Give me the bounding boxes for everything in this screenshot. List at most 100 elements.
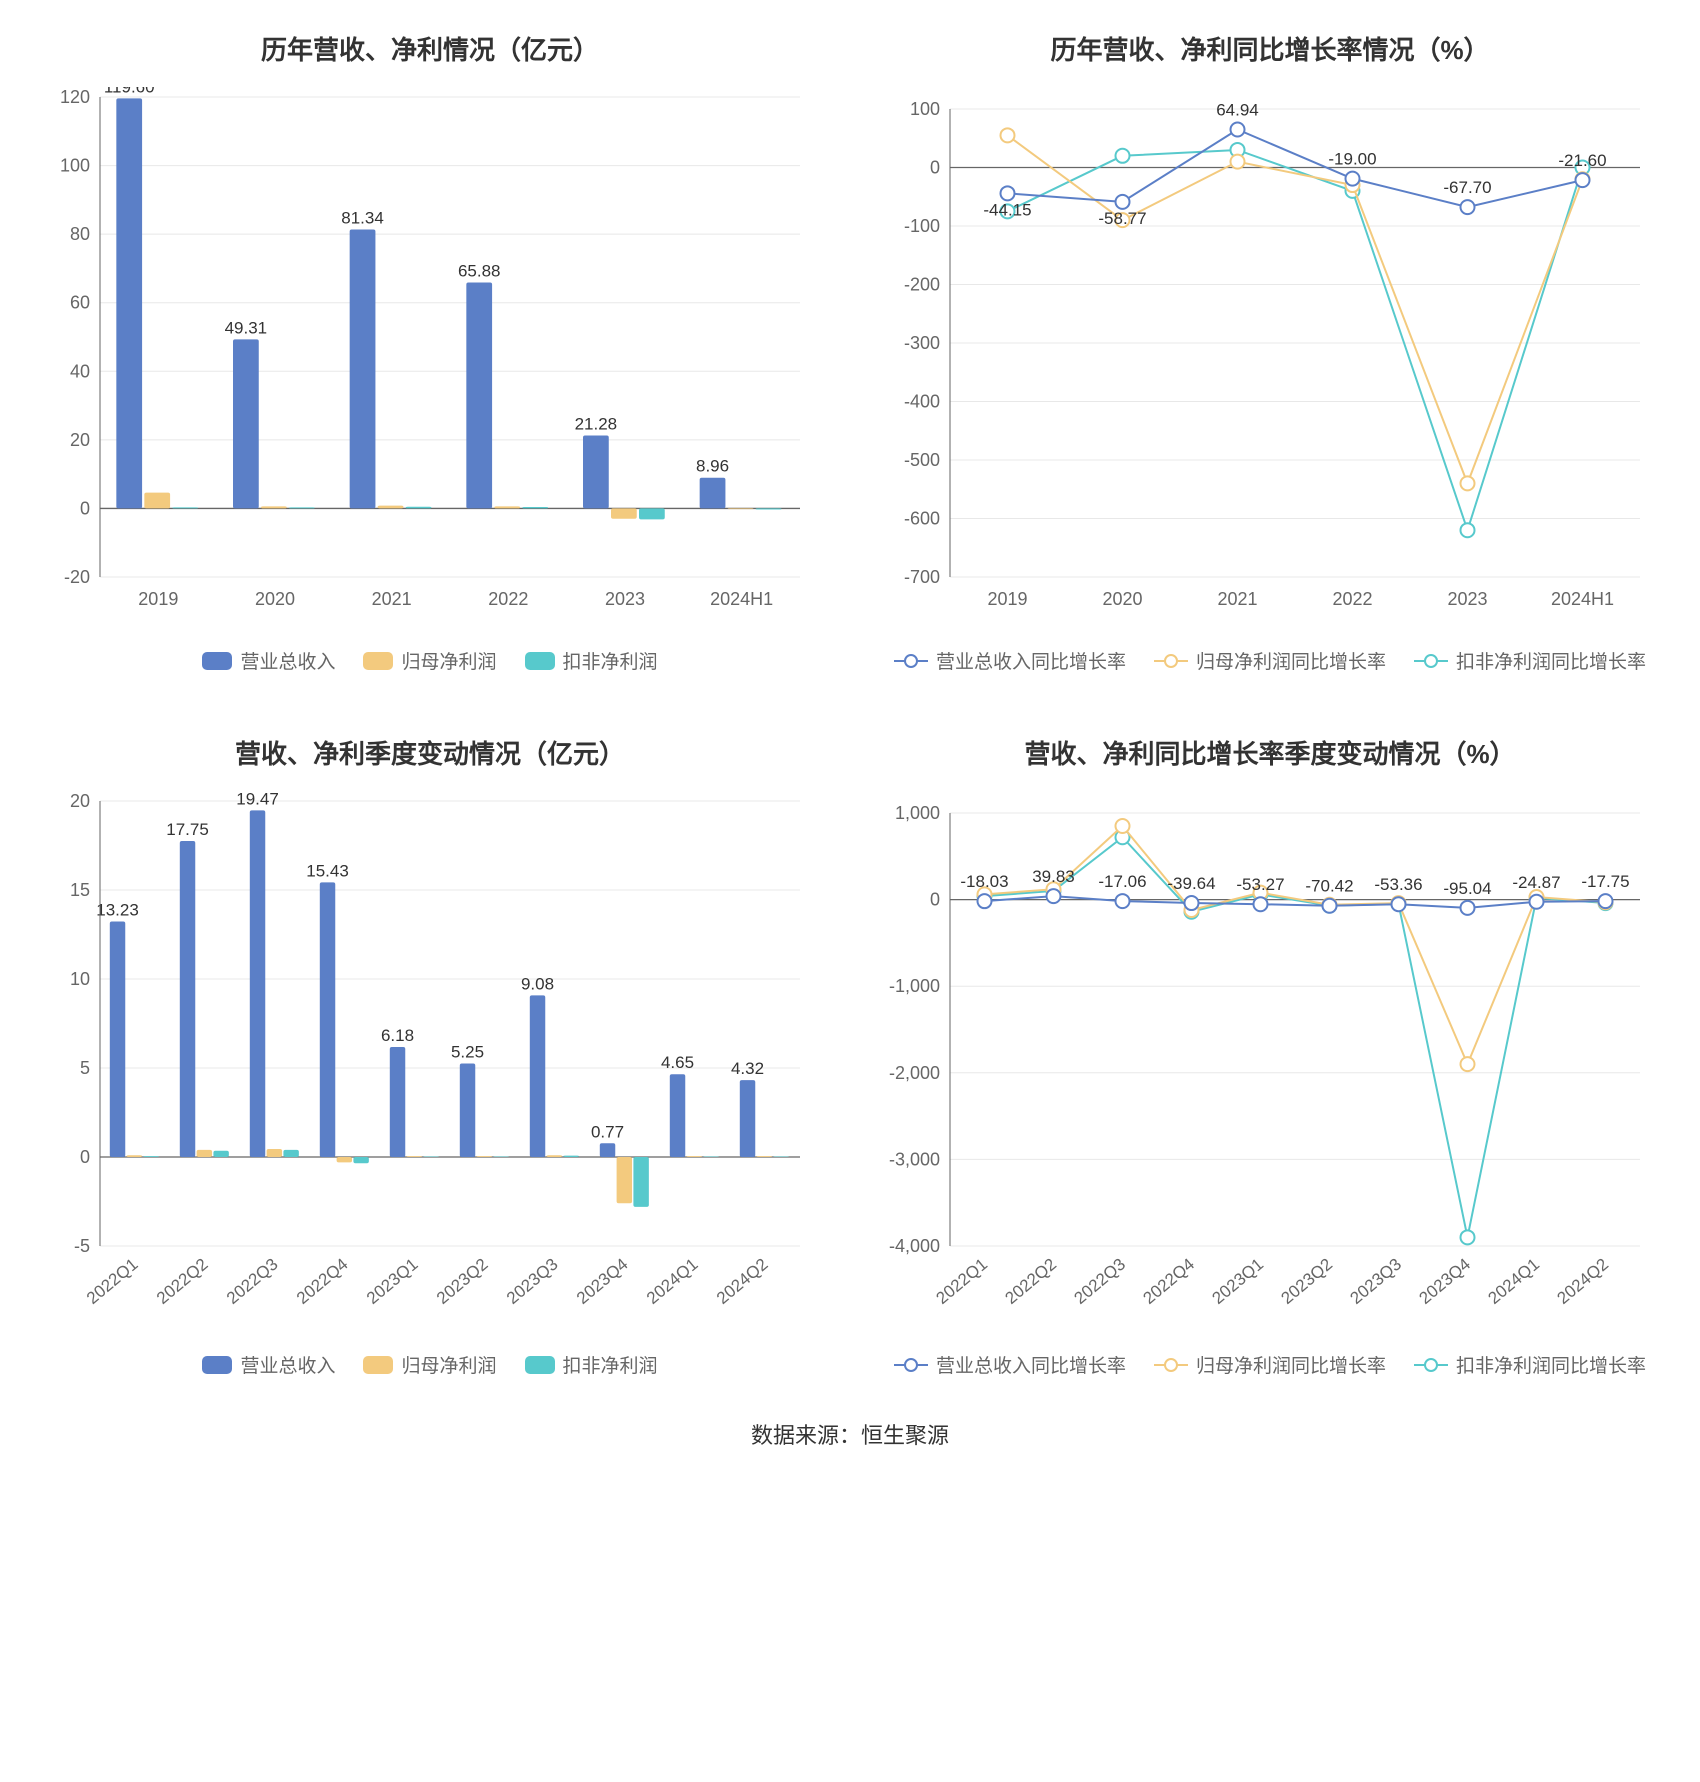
svg-text:2024Q1: 2024Q1 [643, 1255, 702, 1308]
chart4-plot: -4,000-3,000-2,000-1,00001,000-18.0339.8… [870, 791, 1670, 1336]
svg-text:-5: -5 [74, 1236, 90, 1256]
chart3-plot: -50510152013.232022Q117.752022Q219.47202… [30, 791, 830, 1336]
chart1-legend: 营业总收入归母净利润扣非净利润 [30, 647, 830, 674]
legend-label: 归母净利润同比增长率 [1196, 1351, 1386, 1378]
svg-text:2022Q1: 2022Q1 [83, 1255, 142, 1308]
panel-quarterly-growth: 营收、净利同比增长率季度变动情况（%） -4,000 -3,000 -2,000 -1… [870, 734, 1670, 1378]
svg-text:-100: -100 [904, 216, 940, 236]
svg-text:-21.60: -21.60 [1558, 151, 1606, 170]
legend-label: 扣非净利润同比增长率 [1456, 647, 1646, 674]
svg-text:2023Q3: 2023Q3 [1347, 1255, 1406, 1308]
svg-text:6.18: 6.18 [381, 1026, 414, 1045]
legend-swatch [1154, 1358, 1188, 1372]
svg-text:40: 40 [70, 361, 90, 381]
svg-text:39.83: 39.83 [1032, 867, 1075, 886]
svg-text:-53.27: -53.27 [1236, 875, 1284, 894]
legend-label: 扣非净利润同比增长率 [1456, 1351, 1646, 1378]
svg-text:-200: -200 [904, 275, 940, 295]
chart2-legend: 营业总收入同比增长率归母净利润同比增长率扣非净利润同比增长率 [870, 647, 1670, 674]
legend-label: 营业总收入 [240, 1351, 335, 1378]
chart2-title: 历年营收、净利同比增长率情况（%） [870, 30, 1670, 67]
svg-text:2024Q1: 2024Q1 [1485, 1255, 1544, 1308]
panel-annual-revenue-profit: 历年营收、净利情况（亿元） -20020406080100120119.6020… [30, 30, 830, 674]
svg-text:-400: -400 [904, 392, 940, 412]
svg-text:-3,000: -3,000 [889, 1149, 940, 1169]
legend-item: 营业总收入同比增长率 [894, 1351, 1126, 1378]
svg-text:4.32: 4.32 [731, 1059, 764, 1078]
svg-text:17.75: 17.75 [166, 820, 209, 839]
svg-text:2024Q2: 2024Q2 [713, 1255, 772, 1308]
legend-label: 归母净利润 [401, 647, 496, 674]
legend-swatch [894, 1358, 928, 1372]
svg-text:5: 5 [80, 1058, 90, 1078]
svg-text:2023Q2: 2023Q2 [433, 1255, 492, 1308]
svg-text:100: 100 [910, 99, 940, 119]
svg-text:-53.36: -53.36 [1374, 875, 1422, 894]
legend-swatch [202, 1356, 232, 1374]
chart3-title: 营收、净利季度变动情况（亿元） [30, 734, 830, 771]
panel-quarterly-revenue-profit: 营收、净利季度变动情况（亿元） -50510152013.232022Q117.… [30, 734, 830, 1378]
chart4-title: 营收、净利同比增长率季度变动情况（%） [870, 734, 1670, 771]
svg-text:-600: -600 [904, 509, 940, 529]
chart4-legend: 营业总收入同比增长率 归母净利润同比增长率 扣非净利润同比增长率 [870, 1351, 1670, 1378]
svg-text:-17.75: -17.75 [1581, 872, 1629, 891]
svg-text:-70.42: -70.42 [1305, 877, 1353, 896]
legend-item: 扣非净利润同比增长率 [1414, 647, 1646, 674]
svg-text:2023Q2: 2023Q2 [1278, 1255, 1337, 1308]
svg-text:13.23: 13.23 [96, 901, 139, 920]
svg-text:80: 80 [70, 224, 90, 244]
svg-text:-67.70: -67.70 [1443, 178, 1491, 197]
svg-text:2019: 2019 [138, 589, 178, 609]
legend-item: 营业总收入 [202, 1351, 335, 1378]
data-source-text: 数据来源：恒生聚源 [30, 1418, 1670, 1450]
svg-text:2023: 2023 [605, 589, 645, 609]
svg-text:2023Q4: 2023Q4 [573, 1255, 632, 1308]
svg-text:60: 60 [70, 293, 90, 313]
legend-label: 营业总收入同比增长率 [936, 1351, 1126, 1378]
svg-text:-39.64: -39.64 [1167, 874, 1215, 893]
svg-text:0: 0 [80, 1147, 90, 1167]
svg-text:0: 0 [930, 890, 940, 910]
legend-label: 营业总收入 [240, 647, 335, 674]
svg-text:-17.06: -17.06 [1098, 872, 1146, 891]
svg-text:-24.87: -24.87 [1512, 873, 1560, 892]
legend-label: 归母净利润 [401, 1351, 496, 1378]
chart1-title: 历年营收、净利情况（亿元） [30, 30, 830, 67]
svg-text:65.88: 65.88 [458, 262, 501, 281]
legend-swatch [363, 1356, 393, 1374]
chart-grid: 历年营收、净利情况（亿元） -20020406080100120119.6020… [30, 30, 1670, 1378]
legend-swatch [894, 654, 928, 668]
svg-text:10: 10 [70, 969, 90, 989]
svg-text:20: 20 [70, 430, 90, 450]
legend-label: 扣非净利润 [563, 1351, 658, 1378]
chart3-legend: 营业总收入 归母净利润 扣非净利润 [30, 1351, 830, 1378]
svg-text:-18.03: -18.03 [960, 872, 1008, 891]
svg-text:15: 15 [70, 880, 90, 900]
legend-swatch [525, 1356, 555, 1374]
svg-text:100: 100 [60, 156, 90, 176]
svg-text:-44.15: -44.15 [983, 200, 1031, 219]
svg-text:-2,000: -2,000 [889, 1063, 940, 1083]
svg-text:2023: 2023 [1447, 589, 1487, 609]
svg-text:-58.77: -58.77 [1098, 209, 1146, 228]
svg-text:2023Q1: 2023Q1 [1209, 1255, 1268, 1308]
svg-text:2024H1: 2024H1 [710, 589, 773, 609]
legend-item: 归母净利润 [363, 1351, 496, 1378]
svg-text:2020: 2020 [255, 589, 295, 609]
svg-text:19.47: 19.47 [236, 791, 279, 808]
svg-text:2022Q3: 2022Q3 [223, 1255, 282, 1308]
panel-annual-growth: 历年营收、净利同比增长率情况（%） -700-600-500-400-300-2… [870, 30, 1670, 674]
svg-text:2021: 2021 [1217, 589, 1257, 609]
svg-text:8.96: 8.96 [696, 457, 729, 476]
svg-text:-4,000: -4,000 [889, 1236, 940, 1256]
svg-text:-500: -500 [904, 450, 940, 470]
svg-text:9.08: 9.08 [521, 974, 554, 993]
svg-text:1,000: 1,000 [895, 803, 940, 823]
svg-text:120: 120 [60, 87, 90, 107]
svg-text:2022Q3: 2022Q3 [1071, 1255, 1130, 1308]
svg-text:2022Q4: 2022Q4 [1140, 1255, 1199, 1308]
svg-text:0.77: 0.77 [591, 1122, 624, 1141]
svg-text:2022Q1: 2022Q1 [933, 1255, 992, 1308]
legend-swatch [1154, 654, 1188, 668]
svg-text:-300: -300 [904, 333, 940, 353]
